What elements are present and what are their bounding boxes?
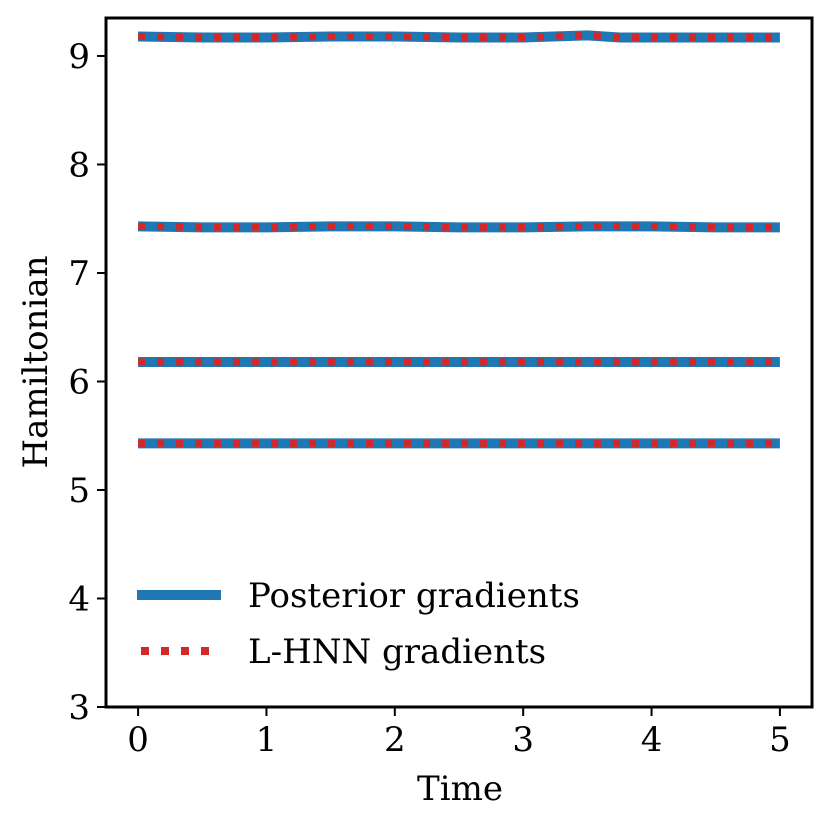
legend-label-posterior-gradients: Posterior gradients <box>248 576 580 616</box>
series-line-l-hnn-gradients-1 <box>138 31 780 42</box>
series-line-l-hnn-gradients-2 <box>138 222 780 231</box>
x-tick-label: 4 <box>641 720 663 760</box>
y-tick-label: 6 <box>68 362 90 402</box>
x-tick-label: 3 <box>512 720 534 760</box>
y-tick-label: 7 <box>68 254 90 294</box>
series-layer <box>138 30 780 449</box>
x-axis-ticks: 0 1 2 3 4 5 <box>127 707 791 760</box>
legend: Posterior gradients L-HNN gradients <box>137 576 580 672</box>
y-tick-label: 3 <box>68 688 90 728</box>
x-tick-label: 0 <box>127 720 149 760</box>
y-tick-label: 5 <box>68 471 90 511</box>
x-tick-label: 5 <box>769 720 791 760</box>
y-tick-label: 4 <box>68 579 90 619</box>
plot-frame <box>104 16 814 709</box>
legend-label-l-hnn-gradients: L-HNN gradients <box>248 632 546 672</box>
x-tick-label: 2 <box>384 720 406 760</box>
x-tick-label: 1 <box>256 720 278 760</box>
x-axis-label: Time <box>417 769 503 809</box>
y-axis-label: Hamiltonian <box>16 256 56 469</box>
y-tick-label: 8 <box>68 145 90 185</box>
y-axis-ticks: 3 4 5 6 7 8 9 <box>68 37 106 728</box>
y-tick-label: 9 <box>68 37 90 77</box>
